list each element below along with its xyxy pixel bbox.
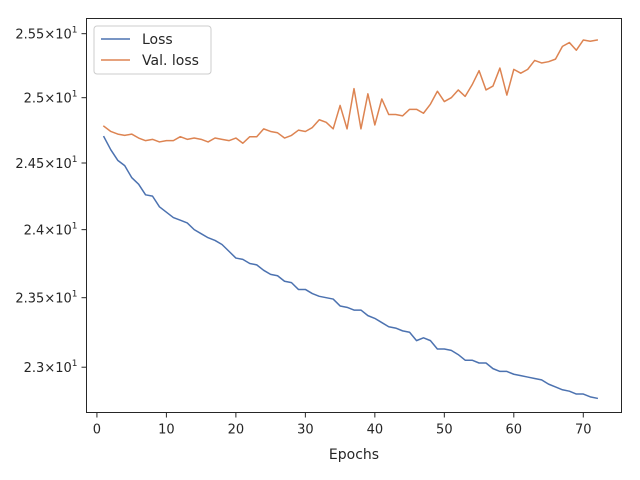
y-tick-label: 2.5×101 (24, 90, 78, 107)
y-tick-label: 2.4×101 (24, 222, 78, 239)
series-line-loss (102, 135, 599, 400)
x-tick-label: 50 (436, 423, 453, 438)
y-tick-label: 2.3×101 (24, 359, 78, 376)
x-tick-label: 60 (506, 423, 523, 438)
x-tick-label: 0 (93, 423, 101, 438)
x-tick-label: 70 (575, 423, 592, 438)
y-axis: 2.3×101 2.35×101 2.4×101 2.45×101 2.5×101 2.5… (15, 26, 87, 376)
x-axis: 0 10 20 30 40 50 60 70 (93, 412, 592, 438)
x-tick-label: 40 (367, 423, 384, 438)
x-tick-label: 20 (228, 423, 245, 438)
legend-box (93, 25, 212, 75)
legend: Loss Val. loss (93, 25, 212, 75)
legend-label-loss: Loss (142, 32, 173, 48)
x-tick-label: 30 (297, 423, 314, 438)
series-lines (102, 39, 599, 400)
plot-frame (86, 18, 622, 413)
x-axis-label: Epochs (329, 447, 379, 463)
legend-label-val-loss: Val. loss (142, 53, 199, 69)
y-tick-label: 2.45×101 (15, 155, 77, 172)
y-tick-label: 2.35×101 (15, 290, 77, 307)
y-tick-label: 2.55×101 (15, 26, 77, 43)
series-line-val-loss (102, 39, 599, 145)
x-tick-label: 10 (158, 423, 175, 438)
